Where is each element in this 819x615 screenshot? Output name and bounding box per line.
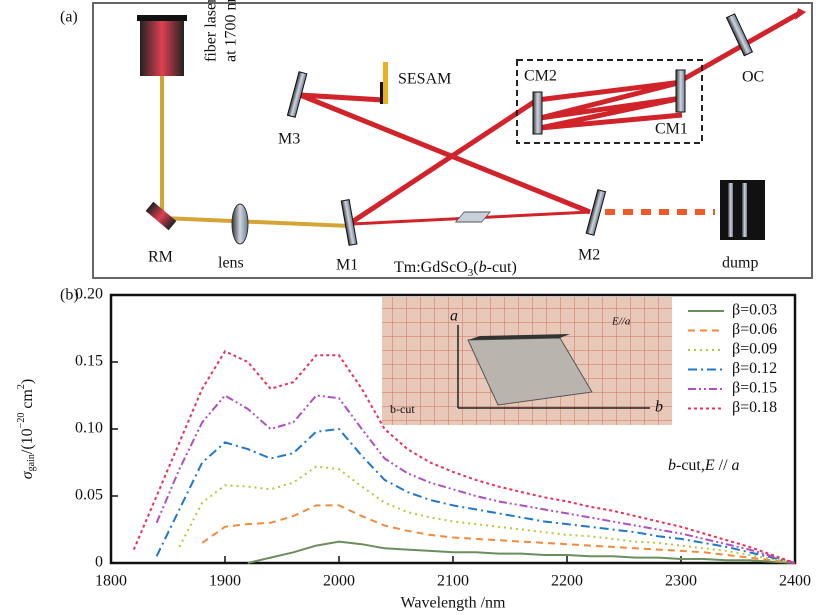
x-tick-label: 2200 — [551, 573, 583, 590]
oc-label: OC — [742, 69, 764, 86]
y-tick-label: 0 — [95, 554, 103, 571]
panel-label: (a) — [60, 9, 78, 26]
legend-label: β=0.15 — [732, 380, 777, 397]
series-line — [157, 429, 795, 563]
legend-label: β=0.03 — [732, 302, 777, 319]
annotation: b-cut,E // a — [668, 457, 740, 474]
lens — [232, 204, 248, 244]
x-tick-label: 2100 — [437, 573, 469, 590]
fiber-laser-cap — [137, 15, 187, 21]
y-tick-label: 0.05 — [75, 487, 103, 504]
cm2-label: CM2 — [524, 68, 557, 85]
annotation-part: a — [732, 457, 740, 474]
figure: (a) fiber laser at 1700 nm — [0, 0, 819, 615]
x-tick-label: 1900 — [209, 573, 241, 590]
fiber-laser-label: fiber laser — [203, 0, 220, 62]
panel-a: (a) fiber laser at 1700 nm — [60, 0, 812, 279]
legend-label: β=0.18 — [732, 399, 777, 416]
y-axis-label: σgain/(10−20 cm2) — [16, 379, 37, 479]
crystal — [456, 212, 490, 222]
crystal-text: b — [479, 259, 487, 276]
y-label-part: −20 — [16, 413, 27, 429]
inset-label: E//a — [611, 316, 631, 328]
annotation-part: b — [668, 457, 676, 474]
fiber-laser-label: at 1700 nm — [223, 0, 240, 62]
annotation-part: E — [704, 457, 715, 474]
crystal-text: Tm:GdScO — [394, 259, 468, 276]
y-label-part: /(10 — [19, 428, 36, 454]
m2-label: M2 — [578, 247, 600, 264]
x-tick-label: 2000 — [323, 573, 355, 590]
legend-label: β=0.09 — [732, 341, 777, 358]
y-tick-label: 0.20 — [75, 286, 103, 303]
y-tick-label: 0.15 — [75, 353, 103, 370]
series-line — [179, 467, 795, 564]
rm-label: RM — [148, 249, 173, 266]
panel-frame — [93, 3, 812, 278]
legend-label: β=0.12 — [732, 360, 777, 377]
inset-label: b-cut — [390, 402, 415, 416]
cm1-label: CM1 — [655, 121, 688, 138]
sesam-back — [380, 82, 383, 104]
y-tick-label: 0.10 — [75, 420, 103, 437]
x-tick-label: 2300 — [665, 573, 697, 590]
cm2-mirror — [533, 92, 542, 134]
x-tick-label: 1800 — [95, 573, 127, 590]
m3-label: M3 — [278, 131, 300, 148]
dump-label: dump — [722, 255, 758, 272]
panel-b: (b) Wavelength /nm σgain/(10−20 cm2) b-c… — [16, 286, 811, 612]
m1-label: M1 — [336, 257, 358, 274]
y-label-part: cm — [19, 389, 36, 413]
x-axis-label: Wavelength /nm — [401, 595, 506, 612]
lens-label: lens — [218, 255, 244, 272]
cm1-mirror — [676, 70, 685, 112]
output-arrow — [795, 8, 806, 20]
sesam — [383, 62, 388, 104]
inset-label: a — [450, 308, 458, 325]
annotation-part: -cut, — [676, 457, 705, 474]
dump-plate — [742, 183, 747, 237]
inset-label: b — [655, 399, 663, 416]
y-label-part: ) — [19, 379, 36, 384]
annotation-part: // — [715, 457, 732, 474]
sesam-label: SESAM — [398, 71, 451, 88]
crystal-text: -cut) — [487, 259, 517, 276]
legend-label: β=0.06 — [732, 321, 777, 338]
x-tick-label: 2400 — [779, 573, 811, 590]
dump-plate — [728, 183, 733, 237]
crystal-label: Tm:GdScO3(b-cut) — [394, 259, 517, 279]
inset-photo: a E//a b-cut b — [382, 297, 672, 425]
fiber-laser — [140, 18, 184, 76]
y-label-part: gain — [26, 454, 37, 471]
